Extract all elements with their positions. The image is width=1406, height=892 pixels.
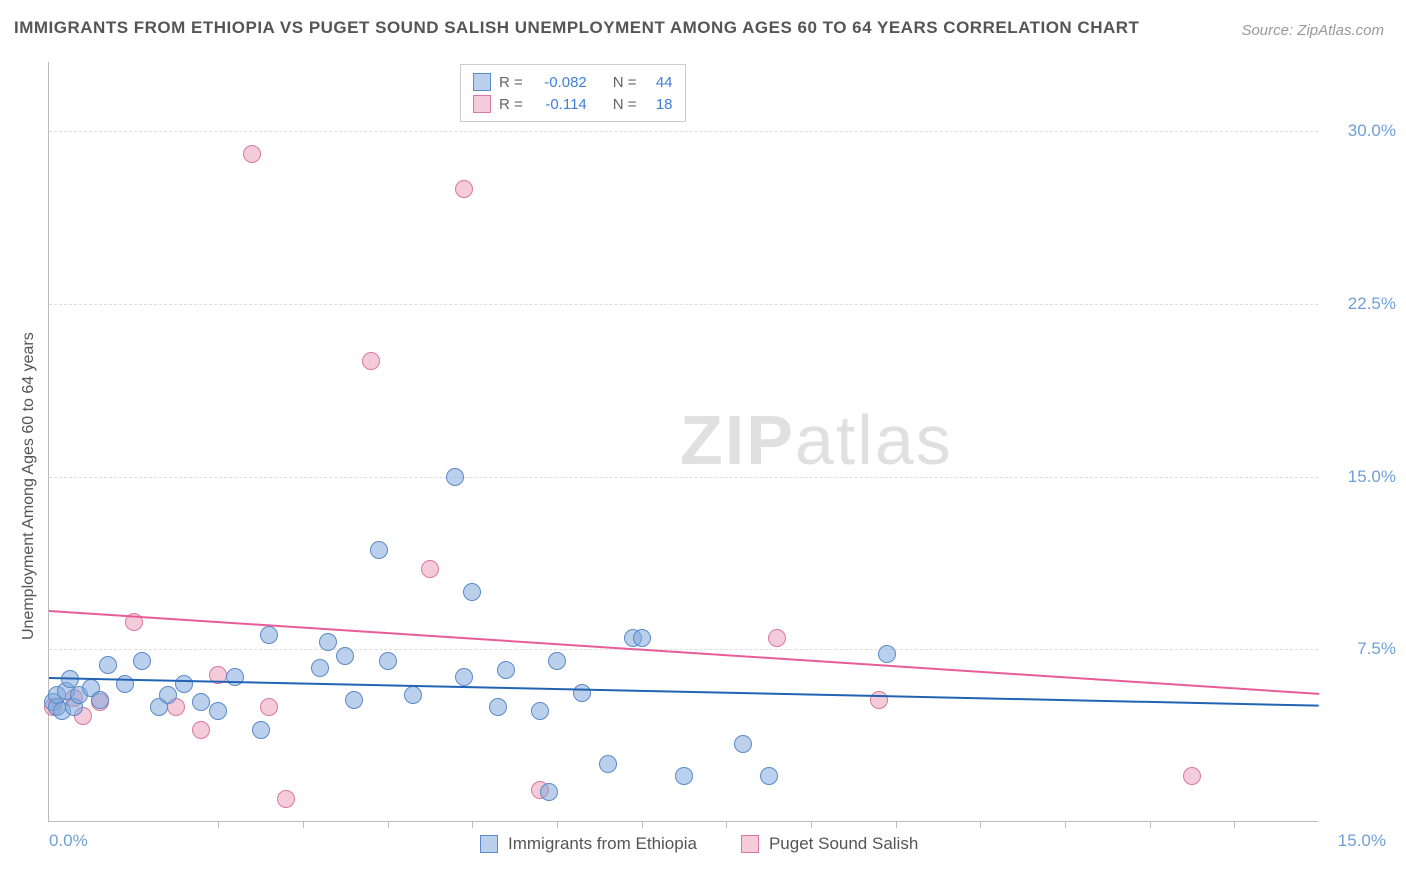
y-axis-label: Unemployment Among Ages 60 to 64 years [20,332,38,640]
x-axis-max-label: 15.0% [1338,831,1386,851]
data-point [404,686,422,704]
data-point [319,633,337,651]
y-tick-label: 22.5% [1326,294,1396,314]
data-point [548,652,566,670]
data-point [599,755,617,773]
series-legend: Immigrants from Ethiopia Puget Sound Sal… [480,834,918,854]
x-tick [388,821,389,828]
legend-n-label: N = [613,96,637,113]
data-point [277,790,295,808]
data-point [260,698,278,716]
data-point [463,583,481,601]
plot-area: 7.5%15.0%22.5%30.0%0.0%15.0% [48,62,1318,822]
data-point [159,686,177,704]
x-tick [896,821,897,828]
legend-row: R = -0.082 N = 44 [473,71,673,93]
data-point [421,560,439,578]
data-point [370,541,388,559]
data-point [734,735,752,753]
data-point [209,702,227,720]
data-point [870,691,888,709]
data-point [175,675,193,693]
data-point [336,647,354,665]
gridline [49,649,1318,650]
correlation-legend: R = -0.082 N = 44 R = -0.114 N = 18 [460,64,686,122]
data-point [633,629,651,647]
gridline [49,477,1318,478]
legend-row: R = -0.114 N = 18 [473,93,673,115]
x-tick [642,821,643,828]
x-tick [303,821,304,828]
x-tick [811,821,812,828]
data-point [878,645,896,663]
data-point [192,693,210,711]
gridline [49,131,1318,132]
data-point [497,661,515,679]
gridline [49,304,1318,305]
chart-container: { "title": "IMMIGRANTS FROM ETHIOPIA VS … [0,0,1406,892]
x-tick [1234,821,1235,828]
legend-n-value: 44 [645,74,673,91]
y-tick-label: 30.0% [1326,121,1396,141]
data-point [133,652,151,670]
data-point [531,702,549,720]
data-point [446,468,464,486]
data-point [455,668,473,686]
data-point [116,675,134,693]
legend-label-ethiopia: Immigrants from Ethiopia [508,834,697,854]
data-point [768,629,786,647]
legend-swatch-ethiopia [480,835,498,853]
chart-title: IMMIGRANTS FROM ETHIOPIA VS PUGET SOUND … [14,18,1139,38]
legend-r-label: R = [499,74,523,91]
data-point [379,652,397,670]
data-point [362,352,380,370]
x-tick [472,821,473,828]
legend-swatch [473,95,491,113]
x-axis-min-label: 0.0% [49,831,88,851]
y-tick-label: 7.5% [1326,639,1396,659]
x-tick [726,821,727,828]
x-tick [1150,821,1151,828]
data-point [489,698,507,716]
legend-n-value: 18 [645,96,673,113]
data-point [243,145,261,163]
data-point [99,656,117,674]
legend-r-label: R = [499,96,523,113]
legend-r-value: -0.114 [531,96,587,113]
data-point [760,767,778,785]
data-point [455,180,473,198]
legend-swatch-salish [741,835,759,853]
data-point [1183,767,1201,785]
legend-swatch [473,73,491,91]
data-point [252,721,270,739]
data-point [573,684,591,702]
legend-n-label: N = [613,74,637,91]
data-point [91,691,109,709]
x-tick [980,821,981,828]
legend-r-value: -0.082 [531,74,587,91]
data-point [311,659,329,677]
data-point [192,721,210,739]
data-point [540,783,558,801]
data-point [260,626,278,644]
source-attribution: Source: ZipAtlas.com [1241,22,1384,39]
y-tick-label: 15.0% [1326,467,1396,487]
data-point [675,767,693,785]
x-tick [557,821,558,828]
legend-label-salish: Puget Sound Salish [769,834,918,854]
data-point [345,691,363,709]
x-tick [1065,821,1066,828]
x-tick [218,821,219,828]
